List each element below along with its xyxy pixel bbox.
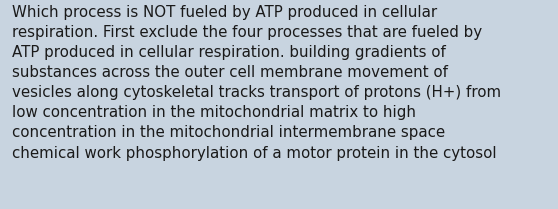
- Text: Which process is NOT fueled by ATP produced in cellular
respiration. First exclu: Which process is NOT fueled by ATP produ…: [12, 5, 502, 161]
